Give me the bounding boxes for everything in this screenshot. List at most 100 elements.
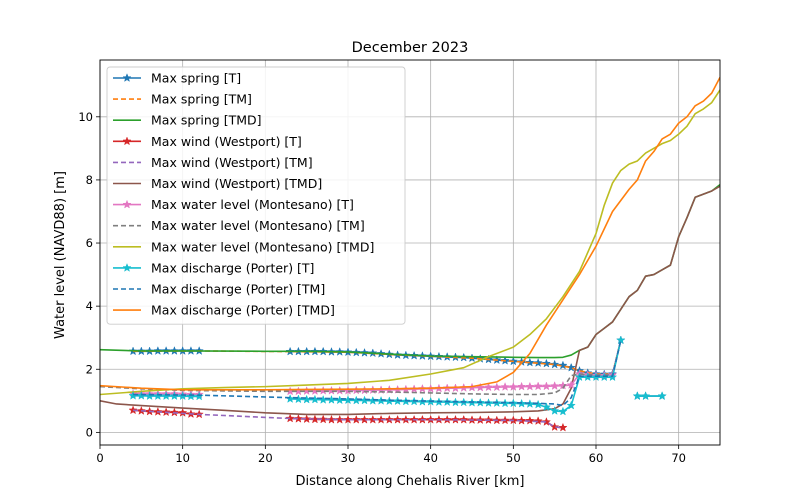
data-point xyxy=(310,394,320,404)
plot-frame xyxy=(99,59,721,446)
legend-entry: Max water level (Montesano) [TM] xyxy=(113,218,365,233)
legend-marker xyxy=(122,199,132,209)
x-tick-label: 40 xyxy=(423,451,438,465)
data-point xyxy=(549,359,560,369)
legend-entry: Max discharge (Porter) [TM] xyxy=(113,282,325,297)
series-line xyxy=(100,89,720,396)
legend-entry: Max water level (Montesano) [TMD] xyxy=(113,239,374,254)
series-line xyxy=(100,185,720,416)
legend-marker xyxy=(122,73,132,82)
legend-marker xyxy=(122,136,132,146)
data-point xyxy=(500,382,510,391)
x-axis-ticks: 0 10 20 30 40 50 60 70 xyxy=(96,445,686,465)
series-line xyxy=(133,340,622,407)
data-point xyxy=(335,385,345,395)
data-point xyxy=(549,381,560,390)
x-tick-label: 10 xyxy=(175,451,190,465)
data-point xyxy=(359,385,370,395)
series-line xyxy=(100,340,622,396)
data-point xyxy=(301,394,312,404)
legend-label: Max spring [TM] xyxy=(151,92,252,107)
data-point xyxy=(525,357,535,367)
data-point xyxy=(285,394,295,403)
legend-label: Max discharge (Porter) [TMD] xyxy=(151,303,335,318)
y-tick-label: 10 xyxy=(78,110,93,124)
x-tick-label: 0 xyxy=(96,451,103,465)
data-point xyxy=(657,391,667,401)
data-point xyxy=(549,406,560,415)
y-axis-label: Water level (NAVD88) [m] xyxy=(53,171,68,339)
series-line xyxy=(133,409,563,429)
data-point xyxy=(508,382,519,391)
series-7 xyxy=(100,340,622,396)
y-tick-label: 8 xyxy=(86,173,93,187)
data-point xyxy=(566,380,576,390)
data-point xyxy=(285,413,295,423)
x-tick-label: 50 xyxy=(506,451,521,465)
data-point xyxy=(326,414,337,424)
x-axis-label: Distance along Chehalis River [km] xyxy=(296,474,525,489)
data-point xyxy=(194,391,204,401)
data-point xyxy=(533,381,543,391)
data-point xyxy=(492,382,502,392)
legend-label: Max spring [T] xyxy=(151,71,241,86)
series-10 xyxy=(133,340,622,407)
data-point xyxy=(558,422,568,432)
data-point xyxy=(640,391,651,401)
series-5 xyxy=(100,185,720,416)
legend: Max spring [T] Max spring [TM] Max spring … xyxy=(106,66,406,325)
data-point xyxy=(632,391,643,401)
data-point xyxy=(483,382,494,392)
chart-title: December 2023 xyxy=(352,40,469,56)
legend-label: Max wind (Westport) [T] xyxy=(151,134,302,149)
legend-entry: Max spring [TM] xyxy=(113,92,252,107)
data-point xyxy=(533,358,543,367)
data-point xyxy=(326,385,337,395)
data-point xyxy=(525,415,535,425)
legend-entry: Max wind (Westport) [TM] xyxy=(113,155,313,170)
series-layer xyxy=(100,76,720,432)
legend-marker xyxy=(122,262,132,272)
data-point xyxy=(516,381,527,391)
data-point xyxy=(335,395,345,405)
legend-entry: Max discharge (Porter) [TMD] xyxy=(113,303,335,318)
series-group xyxy=(100,76,720,432)
y-axis-ticks: 0 2 4 6 8 10 xyxy=(78,110,100,439)
x-tick-label: 20 xyxy=(258,451,273,465)
data-point xyxy=(351,395,361,405)
data-point xyxy=(359,414,370,424)
data-point xyxy=(318,394,328,404)
y-tick-label: 4 xyxy=(86,299,93,313)
data-point xyxy=(533,416,543,425)
legend-label: Max water level (Montesano) [TM] xyxy=(151,218,365,233)
legend-frame xyxy=(106,66,406,325)
legend-entry: Max wind (Westport) [T] xyxy=(113,134,302,149)
data-point xyxy=(541,358,552,368)
data-point xyxy=(541,402,552,412)
y-tick-label: 6 xyxy=(86,236,93,250)
y-tick-label: 2 xyxy=(86,362,93,376)
y-tick-label: 0 xyxy=(86,425,93,439)
x-tick-label: 70 xyxy=(671,451,686,465)
data-point xyxy=(541,417,552,426)
data-point xyxy=(368,414,378,424)
legend-label: Max wind (Westport) [TMD] xyxy=(151,176,322,191)
data-point xyxy=(318,385,328,395)
legend-entry: Max wind (Westport) [TMD] xyxy=(113,176,322,191)
legend-entry: Max water level (Montesano) [T] xyxy=(113,197,354,212)
data-point xyxy=(566,400,576,410)
data-point xyxy=(293,394,304,404)
data-point xyxy=(310,414,320,424)
data-point xyxy=(558,406,568,416)
series-4 xyxy=(133,409,563,429)
legend-label: Max discharge (Porter) [T] xyxy=(151,260,314,275)
data-point xyxy=(533,399,543,409)
legend-entry: Max spring [T] xyxy=(113,71,241,86)
x-tick-label: 60 xyxy=(589,451,604,465)
data-point xyxy=(558,360,568,370)
data-point xyxy=(301,414,312,424)
x-tick-label: 30 xyxy=(341,451,356,465)
legend-entry: Max spring [TMD] xyxy=(113,113,262,128)
series-line xyxy=(100,76,720,391)
